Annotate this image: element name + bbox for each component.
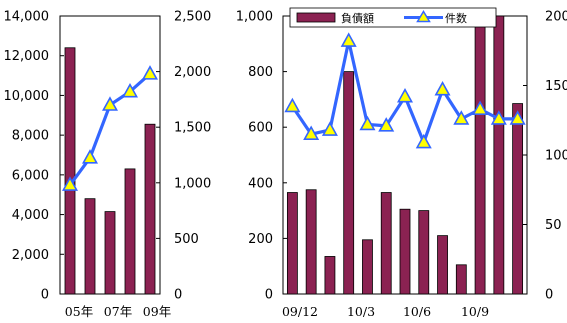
bar: [64, 47, 76, 295]
right-tick-label: 0: [174, 288, 182, 303]
left-tick-label: 0: [41, 288, 49, 303]
bar: [104, 211, 116, 295]
data-point: [415, 133, 432, 149]
x-tick-label: 07年: [104, 304, 132, 319]
x-tick-label: 05年: [65, 304, 93, 319]
right-tick-label: 50: [545, 218, 562, 233]
right-tick-label: 150: [545, 79, 567, 94]
legend-box: [289, 7, 497, 28]
left-tick-label: 6,000: [12, 168, 49, 183]
left-axis: 0 200 400 600 800 1,000: [236, 10, 287, 303]
data-point: [303, 125, 320, 140]
bar: [380, 192, 392, 295]
bar: [512, 103, 524, 295]
data-point: [434, 81, 451, 96]
left-tick-label: 400: [248, 176, 273, 191]
left-tick-label: 4,000: [12, 208, 49, 223]
line-series: [61, 65, 159, 191]
right-tick-label: 2,000: [174, 65, 211, 80]
left-tick-label: 0: [265, 288, 273, 303]
data-point: [490, 110, 507, 125]
data-point: [340, 32, 357, 47]
left-tick-label: 200: [248, 232, 273, 247]
data-point: [359, 115, 376, 131]
legend: 負債額 件数: [289, 7, 497, 28]
data-point: [101, 96, 119, 111]
x-tick-label: 10/3: [347, 304, 375, 319]
right-tick-label: 500: [174, 232, 199, 247]
data-point: [61, 176, 79, 191]
right-tick-label: 2,500: [174, 10, 211, 25]
bar: [455, 264, 467, 295]
data-point: [396, 87, 414, 103]
x-tick-label: 10/9: [461, 304, 489, 319]
left-tick-label: 12,000: [4, 49, 50, 64]
x-axis: 09/12 10/3 10/6 10/9: [282, 304, 489, 319]
right-tick-label: 200: [545, 10, 567, 25]
left-tick-label: 800: [248, 65, 273, 80]
left-tick-label: 600: [248, 121, 273, 136]
legend-label-bar: 負債額: [341, 11, 374, 25]
right-tick-label: 100: [545, 149, 567, 164]
left-tick-label: 2,000: [12, 248, 49, 263]
data-point: [472, 100, 489, 115]
right-axis: 0 50 100 150 200: [523, 10, 567, 303]
x-axis: 05年 07年 09年: [65, 304, 171, 319]
left-tick-label: 10,000: [4, 89, 50, 104]
bar: [324, 256, 336, 295]
bar: [305, 189, 317, 295]
bar: [362, 239, 373, 295]
right-axis: 0 500 1,000 1,500 2,000 2,500: [156, 10, 211, 303]
legend-label-line: 件数: [445, 12, 467, 25]
data-point: [284, 97, 301, 113]
data-point: [453, 110, 470, 125]
bar: [437, 235, 448, 295]
x-tick-label: 10/6: [403, 304, 431, 319]
bar: [286, 192, 298, 295]
data-point: [378, 117, 395, 132]
bar: [474, 15, 486, 295]
data-point: [321, 121, 338, 136]
right-tick-label: 1,000: [174, 176, 211, 191]
legend-marker-swatch: [416, 10, 431, 23]
bar: [84, 198, 96, 295]
chart-left: 02,0004,0006,0008,00010,00012,00014,000 …: [4, 10, 212, 320]
x-tick-label: 09/12: [282, 304, 318, 319]
bar: [343, 71, 355, 295]
legend-bar-swatch: [296, 12, 336, 23]
left-tick-label: 8,000: [12, 129, 49, 144]
bar: [124, 168, 136, 295]
left-axis: 0 2,000 4,000 6,000 8,000 10,000 12,000 14,000: [4, 10, 64, 303]
bar-series: [64, 47, 156, 295]
data-point: [141, 65, 159, 80]
line-series: [284, 32, 526, 149]
left-tick-label: 14,000: [4, 10, 50, 25]
x-tick-label: 09年: [143, 304, 171, 319]
left-tick-label: 1,000: [236, 10, 273, 25]
bar: [399, 208, 411, 295]
bar: [418, 210, 430, 295]
data-point: [81, 149, 99, 164]
bar: [493, 15, 505, 295]
right-tick-label: 1,500: [174, 121, 211, 136]
data-point: [121, 82, 139, 98]
bar: [144, 123, 156, 295]
chart-right: 0 200 400 600 800 1,000 0 50 100 150 200 09/12 10/…: [236, 7, 567, 319]
right-tick-label: 0: [545, 288, 553, 303]
bar-series: [286, 15, 524, 295]
data-point: [509, 110, 526, 125]
